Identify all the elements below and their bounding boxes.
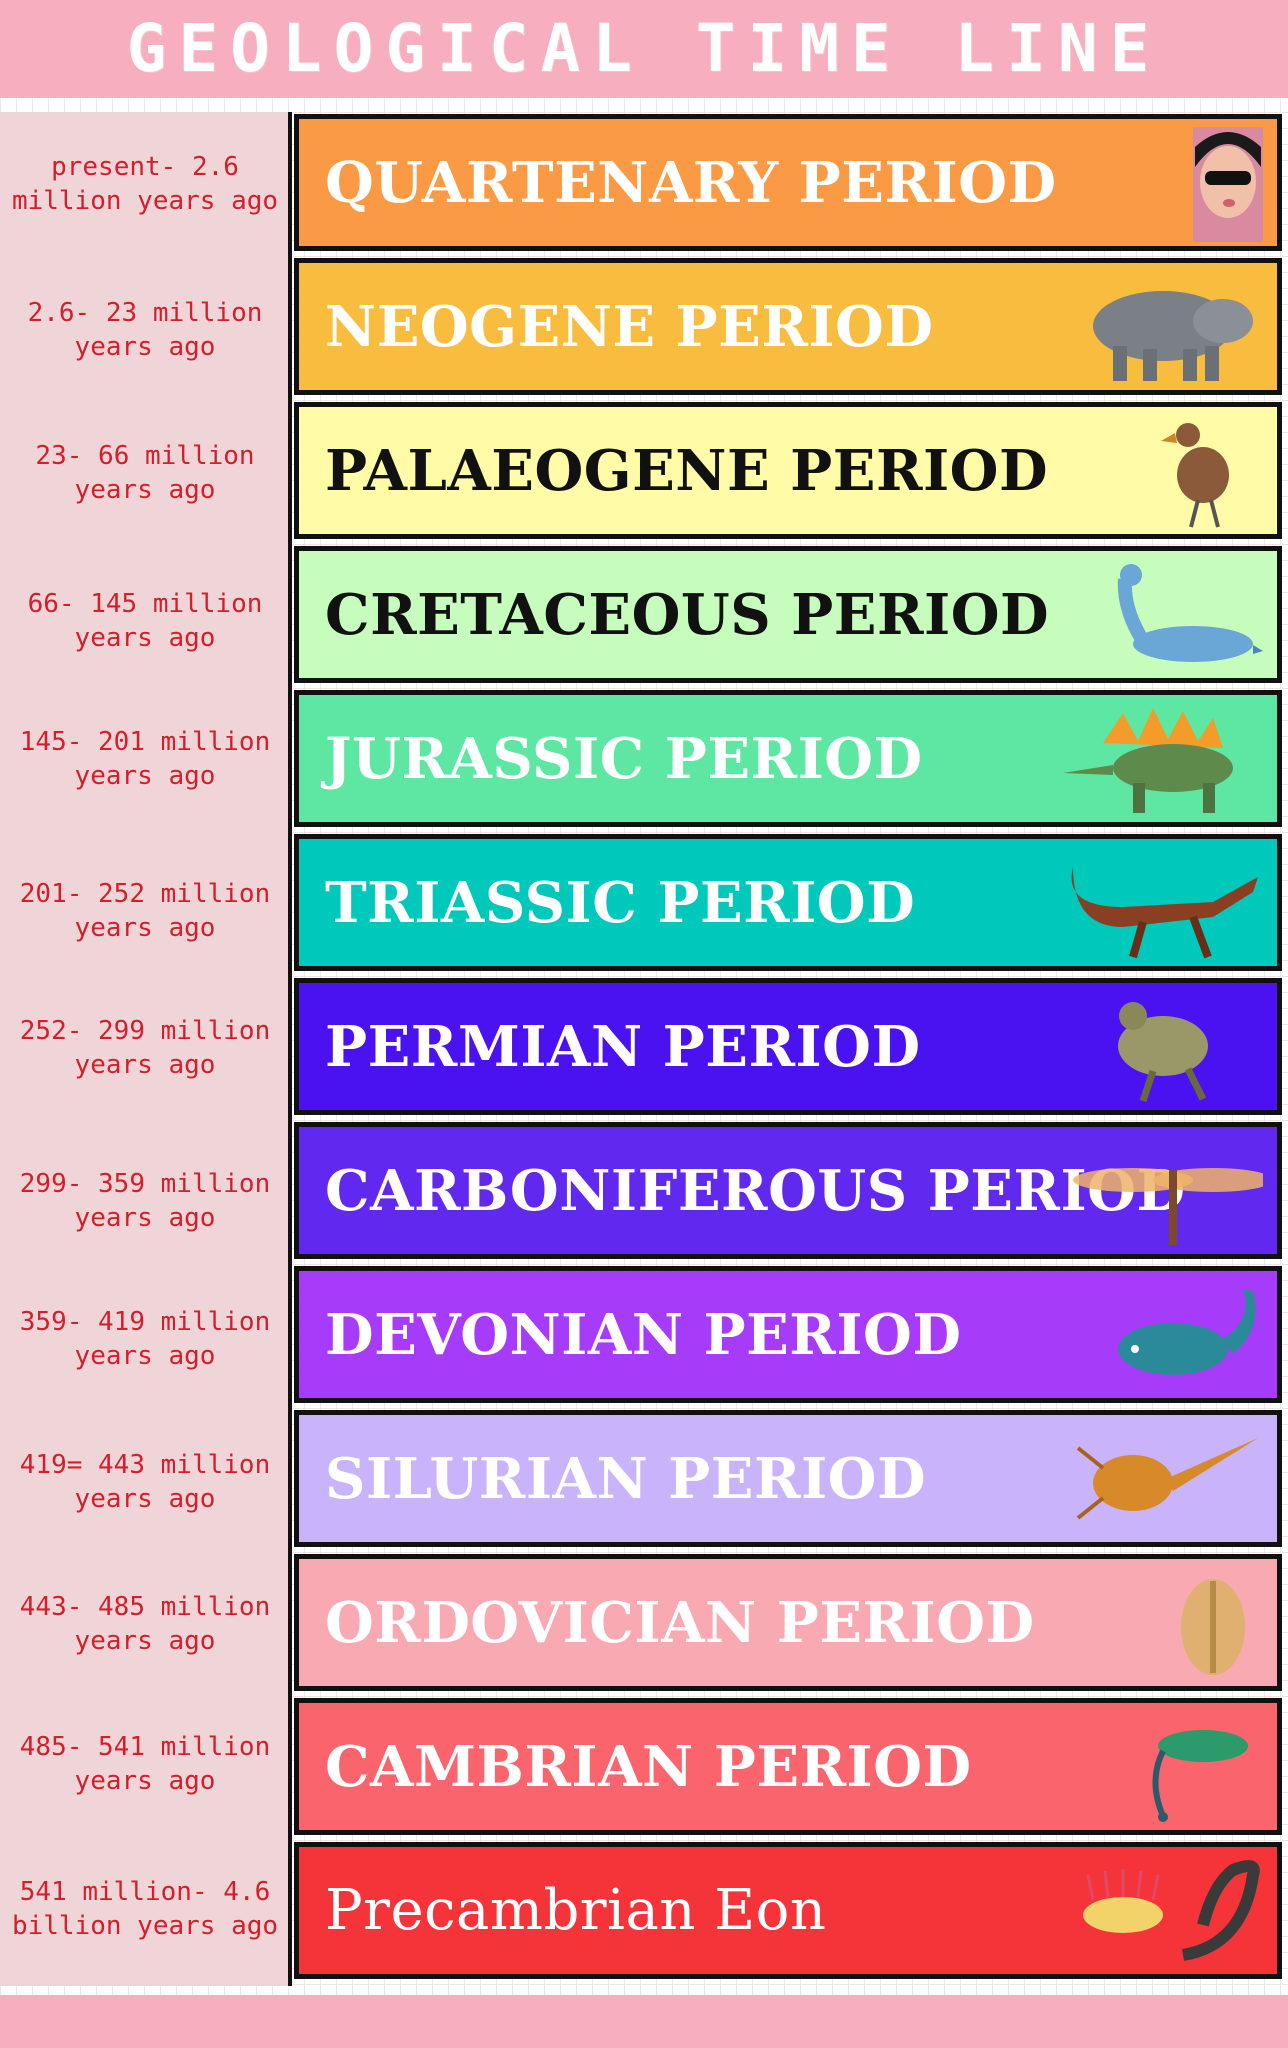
period-name: Precambrian Eon <box>325 1878 827 1943</box>
page-header: GEOLOGICAL TIME LINE <box>0 0 1288 98</box>
period-name: ORDOVICIAN PERIOD <box>325 1589 1035 1656</box>
stegosaurus-icon <box>1063 703 1263 818</box>
age-label-devonian: 359- 419 million years ago <box>19 1307 271 1371</box>
period-row-precambrian: Precambrian Eon <box>294 1842 1282 1979</box>
period-name: SILURIAN PERIOD <box>325 1445 927 1512</box>
period-name: CAMBRIAN PERIOD <box>325 1733 972 1800</box>
period-name: TRIASSIC PERIOD <box>325 869 916 936</box>
period-name: PERMIAN PERIOD <box>325 1013 921 1080</box>
period-fill: TRIASSIC PERIOD <box>299 839 1277 966</box>
page-footer <box>0 1995 1288 2048</box>
period-name: NEOGENE PERIOD <box>325 293 934 360</box>
period-fill: PALAEOGENE PERIOD <box>299 407 1277 534</box>
period-fill: Precambrian Eon <box>299 1847 1277 1974</box>
age-label-triassic: 201- 252 million years ago <box>19 879 271 943</box>
period-fill: CRETACEOUS PERIOD <box>299 551 1277 678</box>
period-row-cretaceous: CRETACEOUS PERIOD <box>294 546 1282 683</box>
person-selfie-icon <box>1063 127 1263 242</box>
page-title: GEOLOGICAL TIME LINE <box>126 10 1162 87</box>
period-row-neogene: NEOGENE PERIOD <box>294 258 1282 395</box>
age-label-ordovician: 443- 485 million years ago <box>19 1592 271 1656</box>
period-name: DEVONIAN PERIOD <box>325 1301 962 1368</box>
period-row-quaternary: QUARTENARY PERIOD <box>294 114 1282 251</box>
period-name: CARBONIFEROUS PERIOD <box>325 1157 1186 1224</box>
terror-bird-icon <box>1063 415 1263 530</box>
period-row-devonian: DEVONIAN PERIOD <box>294 1266 1282 1403</box>
period-fill: DEVONIAN PERIOD <box>299 1271 1277 1398</box>
period-row-permian: PERMIAN PERIOD <box>294 978 1282 1115</box>
age-label-palaeogene: 23- 66 million years ago <box>35 441 255 505</box>
period-name: CRETACEOUS PERIOD <box>325 581 1050 648</box>
period-fill: NEOGENE PERIOD <box>299 263 1277 390</box>
age-label-cretaceous: 66- 145 million years ago <box>27 589 263 653</box>
armored-fish-icon <box>1063 1279 1263 1394</box>
timeline-divider <box>288 112 292 1986</box>
period-row-palaeogene: PALAEOGENE PERIOD <box>294 402 1282 539</box>
hippo-like-mammal-icon <box>1063 271 1263 386</box>
age-label-neogene: 2.6- 23 million years ago <box>27 298 263 362</box>
age-label-quaternary: present- 2.6 million years ago <box>11 152 279 216</box>
age-label-precambrian: 541 million- 4.6 billion years ago <box>11 1877 279 1941</box>
hallucigenia-and-worm-icon <box>1063 1855 1263 1970</box>
period-row-carboniferous: CARBONIFEROUS PERIOD <box>294 1122 1282 1259</box>
period-row-jurassic: JURASSIC PERIOD <box>294 690 1282 827</box>
period-row-cambrian: CAMBRIAN PERIOD <box>294 1698 1282 1835</box>
period-fill: QUARTENARY PERIOD <box>299 119 1277 246</box>
age-label-carboniferous: 299- 359 million years ago <box>19 1169 271 1233</box>
age-label-cambrian: 485- 541 million years ago <box>19 1732 271 1796</box>
period-row-ordovician: ORDOVICIAN PERIOD <box>294 1554 1282 1691</box>
archosaur-icon <box>1063 847 1263 962</box>
period-name light: JURASSIC PERIOD <box>325 725 923 792</box>
age-column <box>0 112 290 1986</box>
age-label-permian: 252- 299 million years ago <box>19 1016 271 1080</box>
period-fill: ORDOVICIAN PERIOD <box>299 1559 1277 1686</box>
plesiosaur-icon <box>1063 559 1263 674</box>
trilobite-icon <box>1063 1567 1263 1682</box>
age-label-jurassic: 145- 201 million years ago <box>19 727 271 791</box>
period-fill: JURASSIC PERIOD <box>299 695 1277 822</box>
period-fill: CARBONIFEROUS PERIOD <box>299 1127 1277 1254</box>
period-name: PALAEOGENE PERIOD <box>325 437 1049 504</box>
sea-scorpion-icon <box>1063 1423 1263 1538</box>
synapsid-icon <box>1063 991 1263 1106</box>
period-fill: SILURIAN PERIOD <box>299 1415 1277 1542</box>
age-label-silurian: 419= 443 million years ago <box>19 1450 271 1514</box>
giant-dragonfly-icon <box>1063 1135 1273 1250</box>
period-row-triassic: TRIASSIC PERIOD <box>294 834 1282 971</box>
opabinia-icon <box>1063 1711 1263 1826</box>
period-fill: PERMIAN PERIOD <box>299 983 1277 1110</box>
period-fill: CAMBRIAN PERIOD <box>299 1703 1277 1830</box>
period-row-silurian: SILURIAN PERIOD <box>294 1410 1282 1547</box>
period-name: QUARTENARY PERIOD <box>325 149 1057 216</box>
